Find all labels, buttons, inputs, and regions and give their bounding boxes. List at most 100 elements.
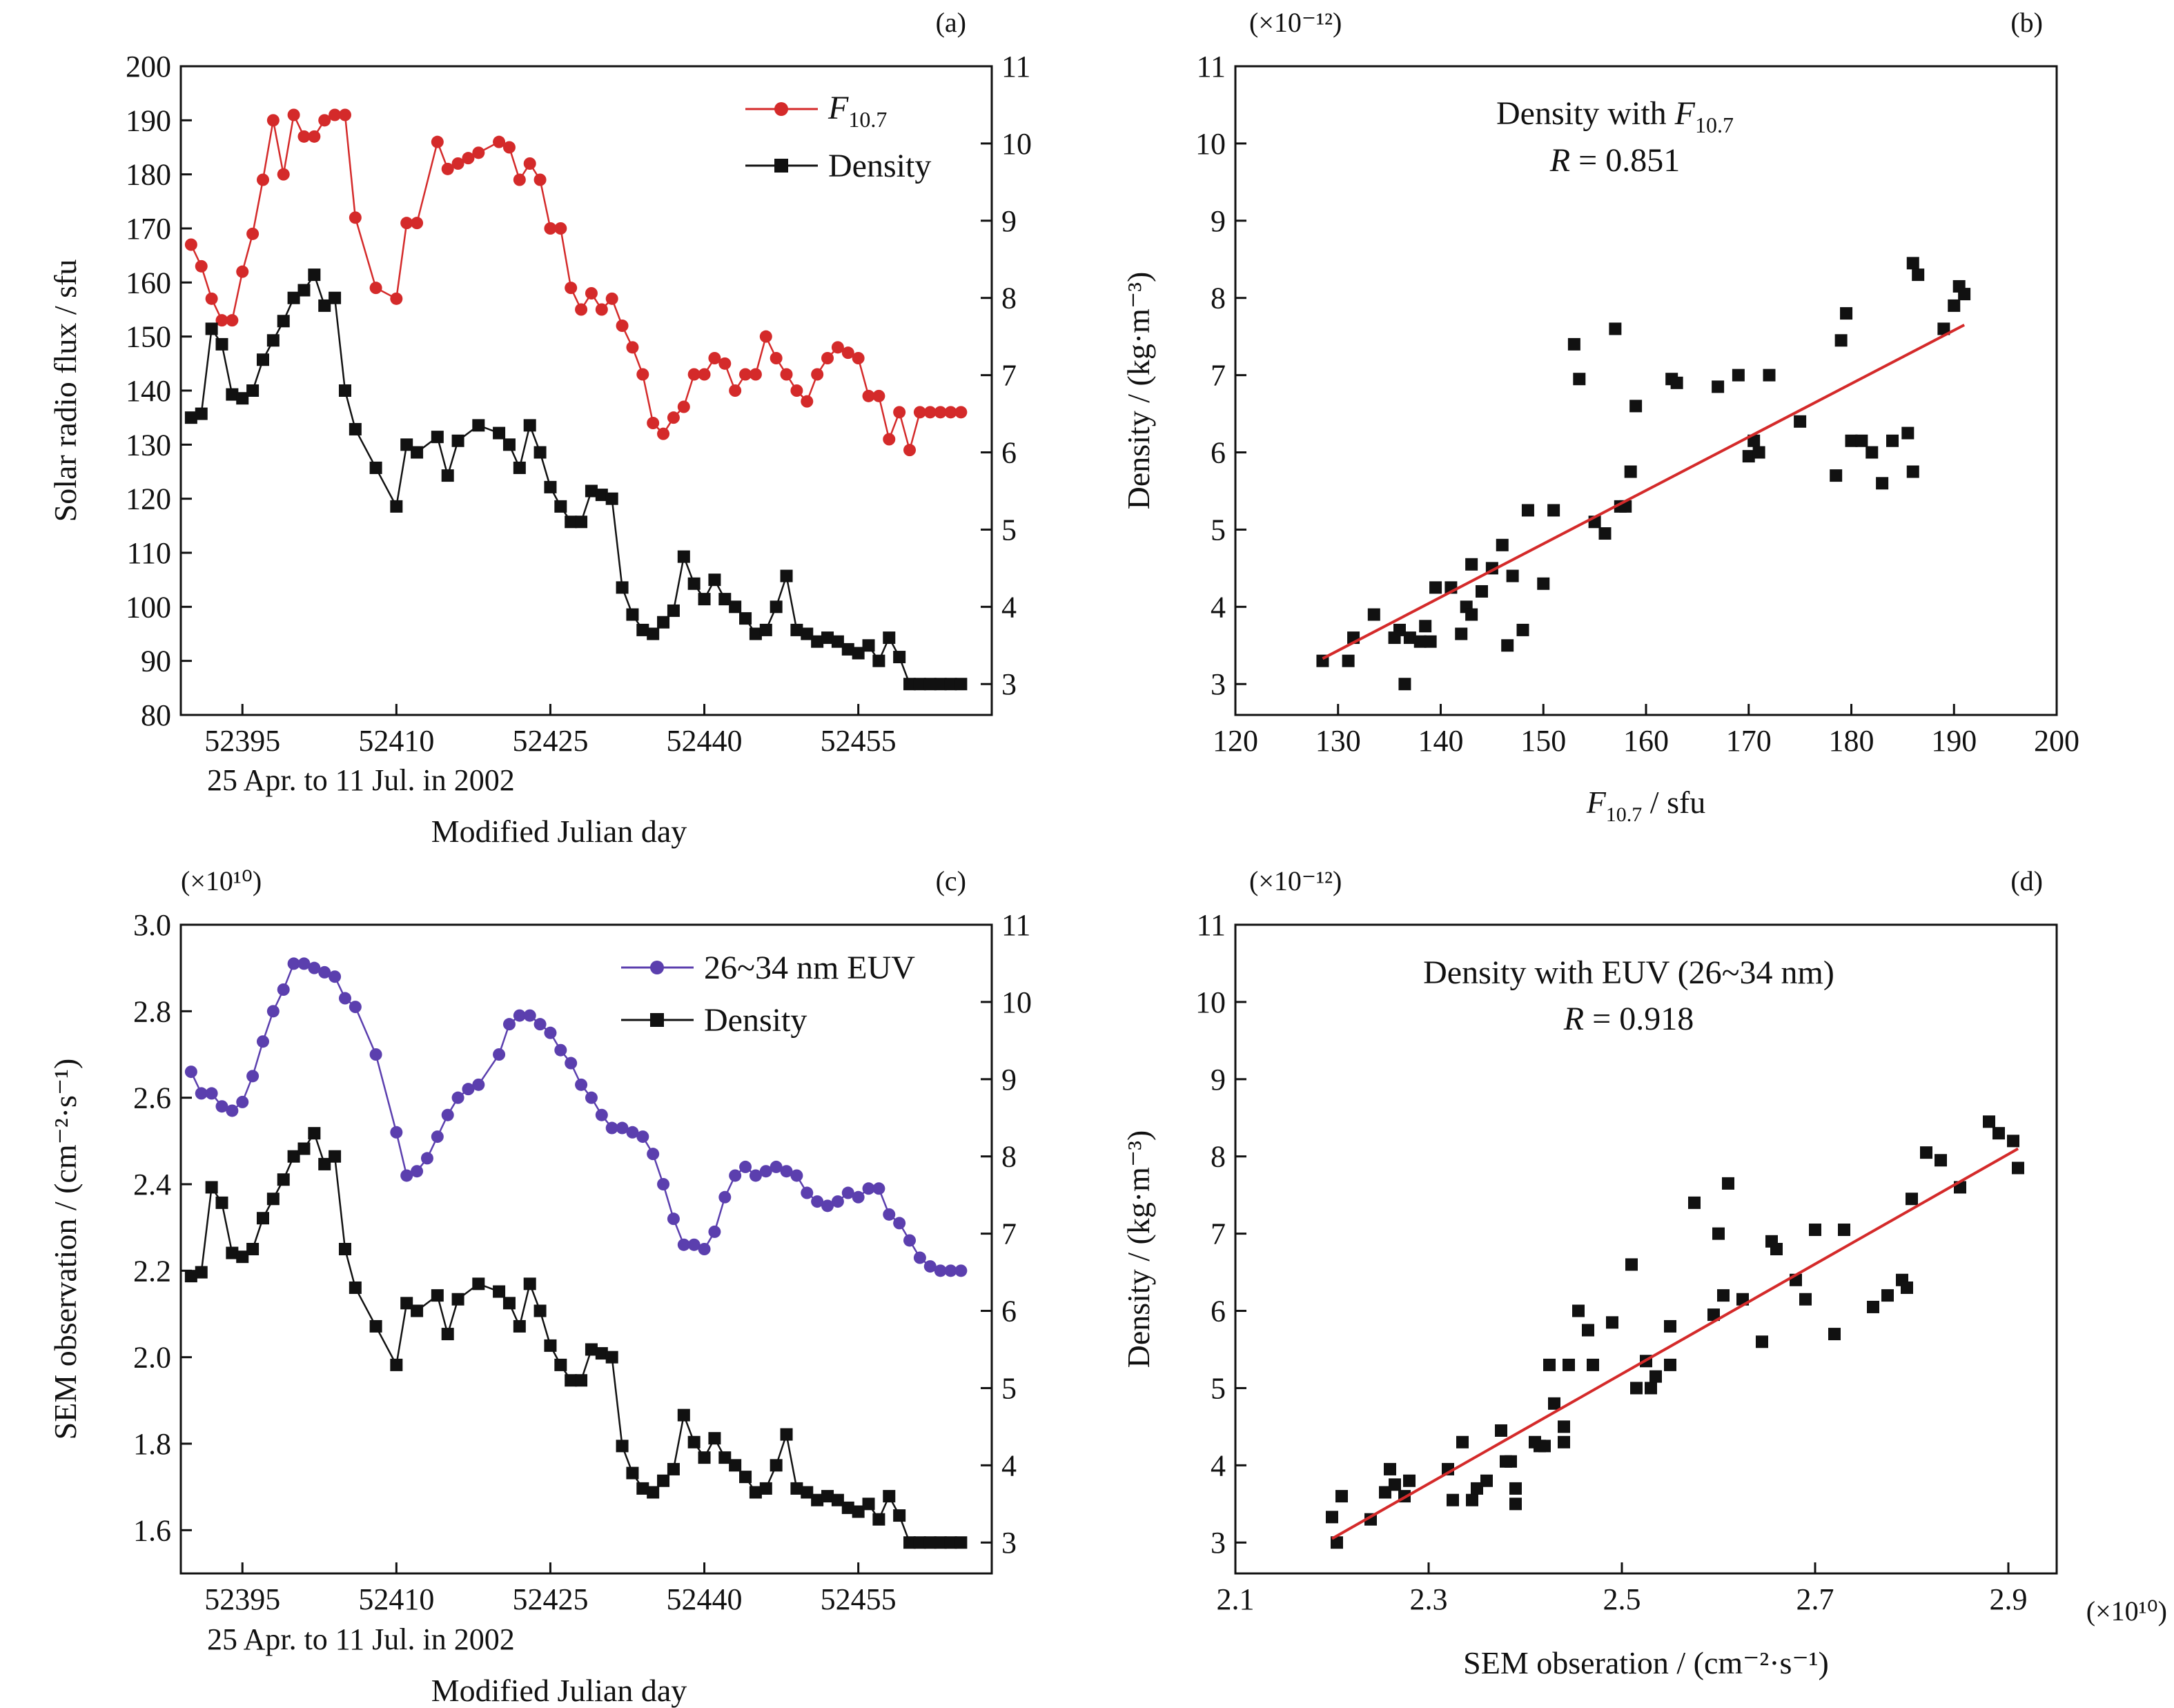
density-point (821, 1490, 834, 1503)
scatter-point (1865, 446, 1879, 459)
scatter-point (1624, 465, 1637, 478)
scatter-point (1830, 469, 1843, 482)
y-tick-label: 190 (126, 104, 171, 137)
scatter-point (1901, 1281, 1913, 1294)
density-point (954, 678, 968, 691)
density-point (687, 577, 701, 590)
scatter-point (1342, 654, 1355, 667)
scatter-point (1722, 1177, 1734, 1190)
density-point (780, 1428, 793, 1441)
scatter-point (1763, 369, 1776, 382)
density-point (729, 1459, 742, 1472)
euv-point (472, 1078, 485, 1091)
y-tick-label: 2.6 (133, 1081, 171, 1115)
scatter-point (1367, 608, 1380, 621)
euv-point (677, 1238, 690, 1251)
scatter-point (1447, 1493, 1459, 1506)
euv-point (883, 1208, 896, 1221)
euv-point (390, 1126, 403, 1139)
fit-line (1322, 324, 1966, 660)
scatter-point (1567, 337, 1580, 351)
y-tick-label: 6 (1211, 1295, 1226, 1328)
euv-point (647, 1148, 660, 1161)
density-point (277, 315, 290, 328)
f107-point (533, 173, 547, 186)
density-point (554, 500, 567, 513)
y-tick-label: 160 (126, 266, 171, 300)
density-point (605, 1351, 618, 1364)
legend-density-label-c: Density (704, 1002, 807, 1039)
f107-point (944, 406, 957, 419)
panel-a-y-axis-label: Solar radio flux / sfu (48, 259, 83, 522)
euv-point (246, 1070, 259, 1083)
f107-point (277, 168, 290, 181)
y-tick-label: 180 (126, 158, 171, 192)
f107-point (770, 352, 783, 364)
density-point (246, 1243, 259, 1255)
scatter-point (1906, 257, 1919, 270)
density-point (739, 1471, 752, 1484)
scatter-point (1630, 1382, 1643, 1395)
scatter-point (1506, 569, 1519, 582)
f107-point (184, 238, 197, 251)
density-point (369, 1319, 382, 1333)
f107-point (472, 146, 485, 159)
euv-point (349, 1001, 362, 1014)
scatter-point (1742, 450, 1755, 463)
scatter-point (1912, 268, 1925, 282)
y-tick-label: 90 (141, 645, 171, 678)
f107-point (205, 292, 218, 305)
scatter-point (1587, 1358, 1599, 1371)
euv-point (749, 1169, 762, 1182)
euv-point (256, 1035, 269, 1048)
density-point (236, 1250, 249, 1264)
density-point (523, 419, 536, 432)
density-point (205, 322, 218, 335)
density-point (657, 616, 670, 629)
y-tick-label: 1.8 (133, 1427, 171, 1461)
density-point (513, 461, 526, 474)
panel-c-x-axis-label: Modified Julian day (431, 1673, 687, 1708)
y-tick-label: 7 (1211, 1217, 1226, 1251)
euv-point (575, 1078, 588, 1091)
scatter-point (1840, 307, 1853, 320)
panel-b-scatter: (×10⁻¹²) (b) 120 130 140 150 160 170 180 190 200… (1121, 7, 2079, 826)
scatter-point (1509, 1482, 1522, 1495)
panel-a-y2-tick-labels: 3 4 5 6 7 8 9 10 11 (981, 50, 1032, 701)
f107-point (872, 389, 885, 402)
scatter-point (1465, 608, 1478, 621)
scatter-point (1712, 1227, 1725, 1240)
y-tick-label: 8 (1211, 1140, 1226, 1174)
y-tick-label: 100 (126, 590, 171, 624)
fit-line (1331, 1147, 2019, 1540)
f107-point (605, 292, 618, 305)
density-point (667, 1462, 680, 1475)
euv-line (190, 963, 961, 1272)
scatter-point (1625, 1258, 1638, 1271)
scatter-point (1855, 434, 1868, 447)
euv-point (636, 1130, 649, 1143)
panel-c-legend: 26~34 nm EUV Density (621, 950, 915, 1039)
density-point (431, 1289, 444, 1302)
legend-euv-label: 26~34 nm EUV (704, 950, 915, 986)
y-tick-label: 4 (1211, 590, 1226, 624)
density-point (616, 1440, 629, 1453)
density-point (287, 291, 300, 304)
scatter-point (1384, 1462, 1396, 1475)
density-point (554, 1358, 567, 1371)
panel-c-exponent: (×10¹⁰) (181, 865, 262, 896)
density-point (883, 631, 896, 645)
scatter-point (1456, 1435, 1469, 1449)
density-point (636, 623, 649, 636)
euv-point (718, 1190, 732, 1204)
density-point (369, 461, 382, 474)
f107-point (934, 406, 947, 419)
panel-d-x-tick-labels: 2.1 2.3 2.5 2.7 2.9 (1217, 1562, 2028, 1616)
y-tick-label: 11 (1197, 50, 1226, 84)
f107-point (441, 162, 454, 175)
y-tick-label: 9 (1211, 1063, 1226, 1097)
euv-point (626, 1126, 639, 1139)
density-point (677, 1408, 690, 1422)
x-tick-label: 160 (1623, 724, 1669, 758)
f107-point (780, 368, 793, 381)
